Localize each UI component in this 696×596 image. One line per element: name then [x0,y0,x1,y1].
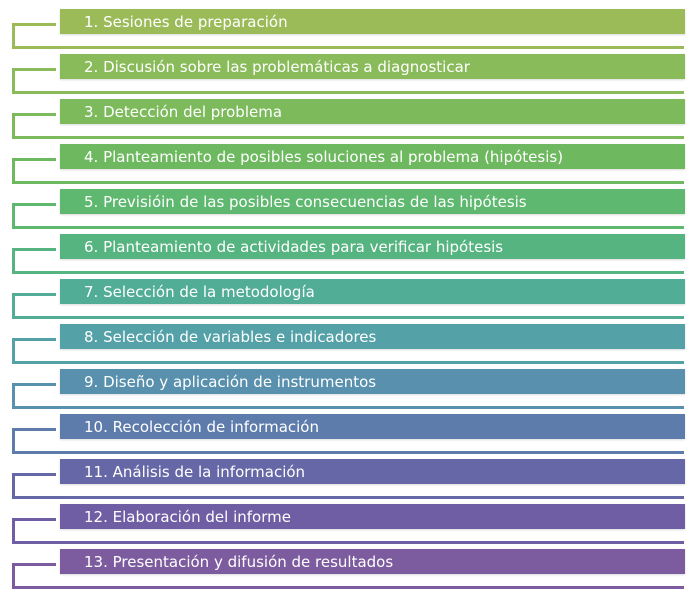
step-bar: 3. Detección del problema [60,99,685,124]
step-label: 10. Recolección de información [84,417,319,436]
process-step: 7. Selección de la metodología [8,279,688,324]
process-step: 3. Detección del problema [8,99,688,144]
process-step: 5. Previsióin de las posibles consecuenc… [8,189,688,234]
process-step: 4. Planteamiento de posibles soluciones … [8,144,688,189]
step-connector-line [12,361,684,364]
process-step: 11. Análisis de la información [8,459,688,504]
step-label: 8. Selección de variables e indicadores [84,327,377,346]
step-connector-line [12,271,684,274]
step-connector-line [12,91,684,94]
step-bar: 6. Planteamiento de actividades para ver… [60,234,685,259]
step-connector-line [12,46,684,49]
process-step: 8. Selección de variables e indicadores [8,324,688,369]
step-connector-line [12,226,684,229]
step-label: 11. Análisis de la información [84,462,306,481]
step-connector-line [12,451,684,454]
process-step: 13. Presentación y difusión de resultado… [8,549,688,594]
step-bar: 5. Previsióin de las posibles consecuenc… [60,189,685,214]
step-label: 9. Diseño y aplicación de instrumentos [84,372,377,391]
process-step: 2. Discusión sobre las problemáticas a d… [8,54,688,99]
step-bar: 2. Discusión sobre las problemáticas a d… [60,54,685,79]
process-step: 1. Sesiones de preparación [8,9,688,54]
step-label: 13. Presentación y difusión de resultado… [84,552,394,571]
step-label: 2. Discusión sobre las problemáticas a d… [84,57,470,76]
step-connector-line [12,316,684,319]
step-label: 6. Planteamiento de actividades para ver… [84,237,504,256]
step-label: 4. Planteamiento de posibles soluciones … [84,147,564,166]
step-connector-line [12,181,684,184]
process-step: 10. Recolección de información [8,414,688,459]
step-bar: 9. Diseño y aplicación de instrumentos [60,369,685,394]
step-label: 7. Selección de la metodología [84,282,315,301]
step-bar: 10. Recolección de información [60,414,685,439]
step-connector-line [12,496,684,499]
step-label: 3. Detección del problema [84,102,283,121]
process-step: 6. Planteamiento de actividades para ver… [8,234,688,279]
step-bar: 8. Selección de variables e indicadores [60,324,685,349]
step-bar: 1. Sesiones de preparación [60,9,685,34]
step-bar: 12. Elaboración del informe [60,504,685,529]
step-connector-line [12,586,684,589]
step-connector-line [12,541,684,544]
step-bar: 7. Selección de la metodología [60,279,685,304]
step-connector-line [12,136,684,139]
step-bar: 11. Análisis de la información [60,459,685,484]
step-bar: 4. Planteamiento de posibles soluciones … [60,144,685,169]
step-connector-line [12,406,684,409]
step-bar: 13. Presentación y difusión de resultado… [60,549,685,574]
process-step: 9. Diseño y aplicación de instrumentos [8,369,688,414]
step-label: 1. Sesiones de preparación [84,12,288,31]
process-step: 12. Elaboración del informe [8,504,688,549]
step-label: 5. Previsióin de las posibles consecuenc… [84,192,527,211]
step-label: 12. Elaboración del informe [84,507,291,526]
